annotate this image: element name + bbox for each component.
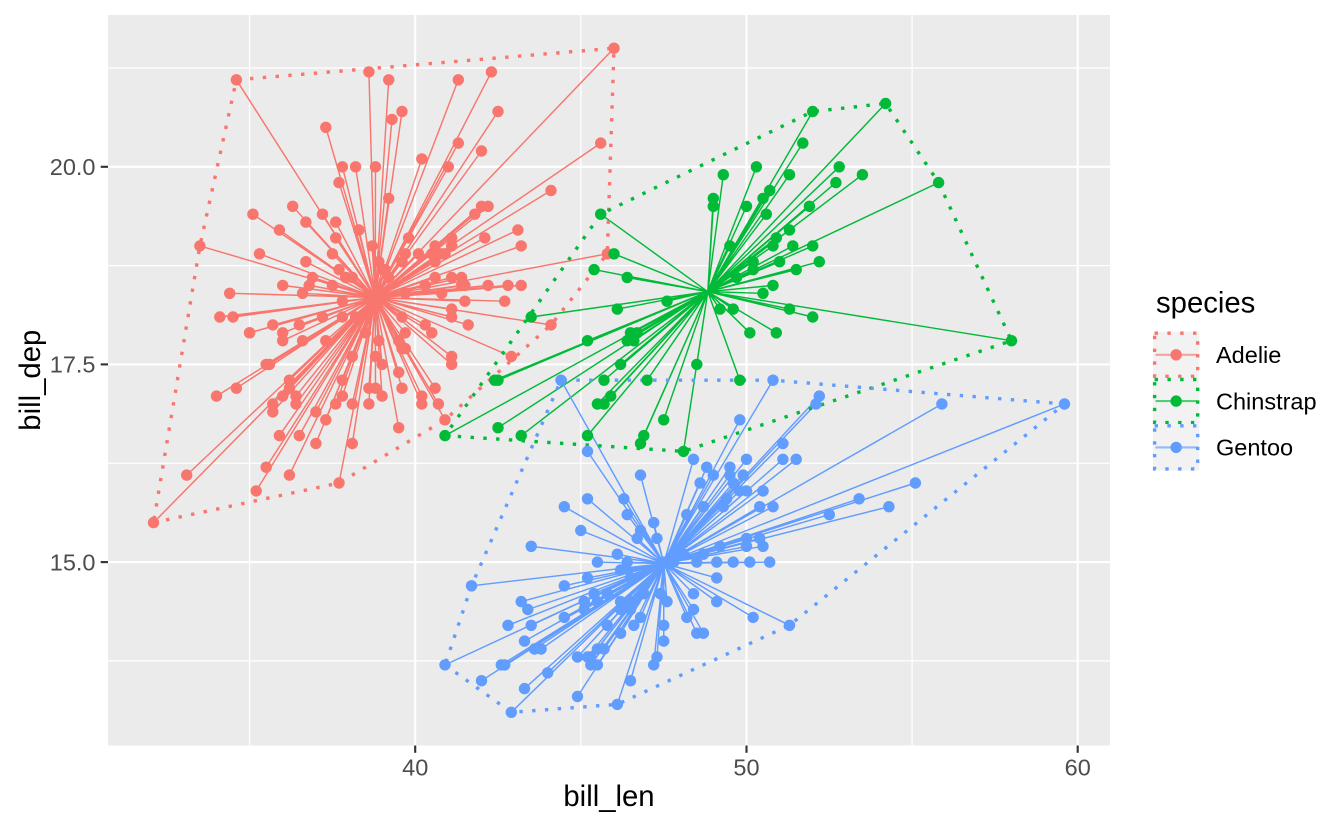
svg-text:17.5: 17.5 [50, 352, 96, 378]
svg-text:20.0: 20.0 [50, 154, 96, 180]
svg-text:bill_len: bill_len [563, 780, 654, 813]
svg-text:species: species [1156, 287, 1255, 320]
svg-text:40: 40 [402, 755, 428, 781]
svg-text:50: 50 [733, 755, 759, 781]
svg-text:bill_dep: bill_dep [14, 330, 47, 431]
svg-text:Gentoo: Gentoo [1216, 435, 1293, 461]
svg-text:60: 60 [1065, 755, 1091, 781]
svg-text:Chinstrap: Chinstrap [1216, 388, 1317, 414]
svg-text:Adelie: Adelie [1216, 342, 1281, 368]
svg-text:15.0: 15.0 [50, 549, 96, 575]
